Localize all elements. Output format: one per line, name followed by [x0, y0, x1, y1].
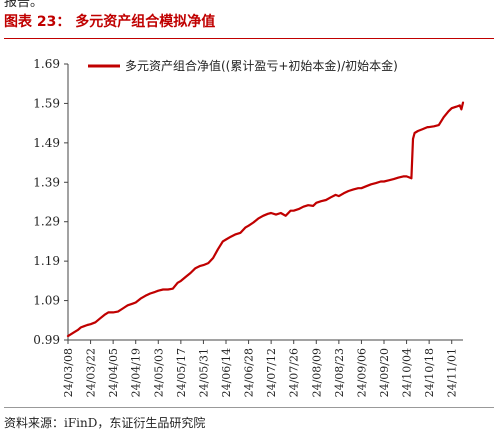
y-tick-label: 1.39: [33, 175, 60, 189]
x-tick-label: 24/03/08: [62, 348, 75, 397]
x-tick-label: 24/05/17: [175, 348, 188, 397]
legend-label: 多元资产组合净值((累计盈亏+初始本金)/初始本金): [125, 58, 398, 73]
x-tick-label: 24/06/28: [243, 348, 256, 397]
x-tick-label: 24/10/18: [423, 348, 436, 397]
x-tick-label: 24/10/04: [401, 348, 414, 397]
x-tick-label: 24/08/23: [333, 348, 346, 397]
title-divider: [4, 38, 494, 39]
previous-page-text-fragment: 报告。: [4, 0, 44, 10]
series-line: [66, 101, 465, 338]
x-tick-label: 24/05/31: [197, 348, 210, 397]
x-tick-label: 24/04/19: [130, 348, 143, 397]
y-tick-label: 1.29: [33, 215, 60, 229]
x-tick-label: 24/05/03: [152, 348, 165, 397]
x-tick-label: 24/03/22: [85, 348, 98, 397]
y-tick-label: 1.49: [33, 136, 60, 150]
x-tick-label: 24/08/09: [310, 348, 323, 397]
y-tick-label: 1.69: [33, 57, 60, 71]
x-tick-label: 24/07/26: [288, 348, 301, 397]
series-layer: [66, 101, 465, 338]
x-axis: 24/03/08 24/03/22 24/04/05 24/04/19 24/05/03…: [62, 339, 463, 397]
source-divider: [4, 407, 494, 408]
x-tick-label: 24/04/05: [107, 348, 120, 397]
y-tick-label: 0.99: [33, 333, 60, 347]
x-tick-label: 24/09/06: [355, 348, 368, 397]
x-tick-label: 24/06/14: [220, 348, 233, 397]
figure-title: 图表 23： 多元资产组合模拟净值: [4, 14, 216, 30]
x-tick-label: 24/09/20: [378, 348, 391, 397]
y-tick-label: 1.59: [33, 96, 60, 110]
y-axis: 1.69 1.59 1.49 1.39 1.29 1.19 1.09 0.99: [33, 57, 69, 347]
x-tick-label: 24/07/12: [265, 348, 278, 397]
y-tick-label: 1.09: [33, 294, 60, 308]
source-note: 资料来源：iFinD，东证衍生品研究院: [4, 416, 206, 430]
legend: 多元资产组合净值((累计盈亏+初始本金)/初始本金): [88, 58, 398, 73]
y-tick-label: 1.19: [33, 254, 60, 268]
x-tick-label: 24/11/01: [446, 348, 459, 397]
